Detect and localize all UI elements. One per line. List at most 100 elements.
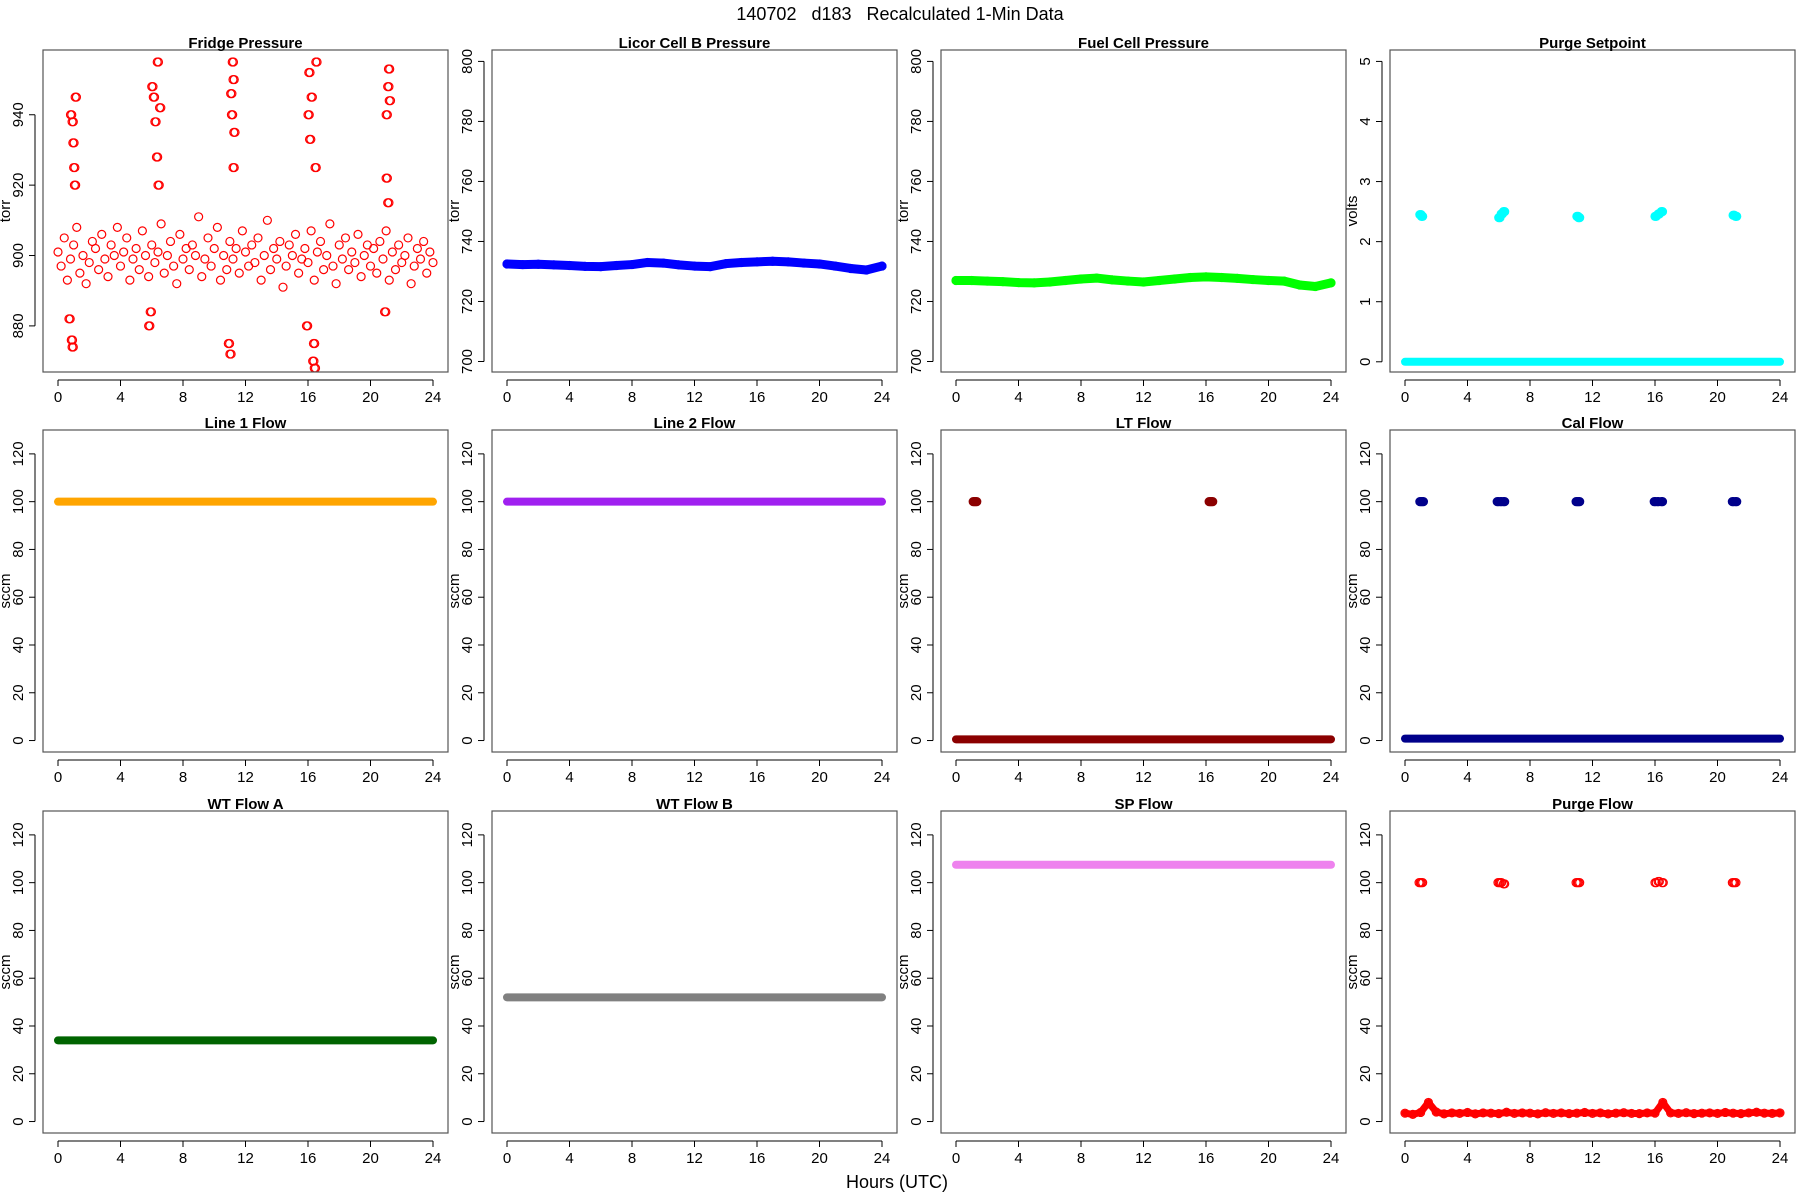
data-point bbox=[206, 261, 216, 271]
data-point bbox=[1217, 272, 1227, 283]
y-tick-label: 0 bbox=[1357, 736, 1374, 744]
panel-title: WT Flow A bbox=[207, 796, 283, 813]
data-point bbox=[325, 219, 335, 229]
data-point bbox=[68, 342, 78, 352]
data-point bbox=[310, 338, 320, 349]
y-tick-label: 120 bbox=[1357, 441, 1374, 466]
data-point bbox=[94, 264, 104, 275]
data-point bbox=[128, 254, 138, 264]
y-tick-label: 0 bbox=[10, 1117, 27, 1125]
data-point bbox=[250, 257, 260, 268]
data-point bbox=[337, 254, 347, 264]
data-point bbox=[331, 279, 341, 289]
data-point bbox=[203, 233, 213, 243]
y-tick-label: 800 bbox=[459, 49, 476, 74]
data-point bbox=[215, 275, 226, 285]
y-tick-label: 60 bbox=[459, 970, 476, 987]
data-point bbox=[877, 261, 887, 271]
plot-frame bbox=[491, 810, 898, 1134]
y-tick-label: 0 bbox=[1357, 1117, 1374, 1125]
data-point bbox=[151, 117, 161, 127]
data-point bbox=[658, 258, 668, 268]
panel-title: Cal Flow bbox=[1562, 415, 1624, 432]
data-point bbox=[240, 247, 251, 257]
data-point bbox=[67, 335, 78, 345]
data-point bbox=[406, 279, 416, 289]
y-tick-label: 80 bbox=[1357, 541, 1374, 558]
y-tick-label: 60 bbox=[1357, 589, 1374, 606]
x-tick-label: 4 bbox=[1014, 769, 1022, 786]
y-axis-label: volts bbox=[1344, 196, 1361, 227]
data-point bbox=[227, 89, 237, 99]
data-point bbox=[147, 240, 157, 250]
y-tick-label: 40 bbox=[10, 637, 27, 654]
x-tick-label: 24 bbox=[1772, 1150, 1789, 1167]
x-tick-label: 0 bbox=[54, 1150, 62, 1167]
data-point bbox=[62, 275, 72, 285]
data-point bbox=[1326, 278, 1336, 288]
data-point bbox=[972, 497, 982, 507]
data-point bbox=[312, 57, 322, 67]
y-tick-label: 80 bbox=[908, 541, 925, 558]
panel-title: Fridge Pressure bbox=[188, 35, 302, 52]
data-point bbox=[65, 314, 75, 324]
data-point bbox=[300, 243, 310, 254]
panel-title: LT Flow bbox=[1116, 415, 1172, 432]
data-point bbox=[328, 261, 338, 271]
x-tick-label: 4 bbox=[1014, 389, 1022, 406]
data-point bbox=[290, 229, 301, 240]
data-point bbox=[1107, 275, 1117, 285]
x-tick-label: 20 bbox=[362, 389, 379, 406]
data-point bbox=[306, 134, 316, 144]
panel-licor-cell-b-pressure: Licor Cell B Pressure 0 4 8 12 16 20 24 700 720 74… bbox=[446, 35, 898, 406]
data-point bbox=[106, 240, 116, 250]
data-point bbox=[1500, 207, 1510, 217]
data-point bbox=[156, 103, 166, 113]
y-tick-label: 20 bbox=[459, 1065, 476, 1082]
data-point bbox=[322, 250, 332, 261]
data-point bbox=[281, 261, 291, 271]
data-point bbox=[422, 268, 432, 278]
data-point bbox=[1248, 274, 1258, 285]
data-point bbox=[222, 264, 232, 275]
x-tick-label: 16 bbox=[1647, 1150, 1664, 1167]
data-point bbox=[109, 250, 119, 261]
x-tick-label: 24 bbox=[425, 769, 442, 786]
data-point bbox=[1418, 211, 1428, 222]
panel-title: Fuel Cell Pressure bbox=[1078, 35, 1209, 52]
data-point bbox=[580, 261, 590, 271]
y-tick-label: 100 bbox=[10, 870, 27, 895]
x-tick-label: 20 bbox=[811, 769, 828, 786]
x-tick-label: 4 bbox=[1014, 1150, 1022, 1167]
y-tick-label: 0 bbox=[10, 736, 27, 744]
data-point bbox=[846, 263, 856, 274]
data-point bbox=[169, 261, 179, 271]
data-point bbox=[1013, 277, 1024, 288]
data-point bbox=[1732, 497, 1742, 507]
data-point bbox=[265, 264, 276, 275]
data-point bbox=[153, 247, 163, 257]
x-tick-label: 4 bbox=[565, 769, 573, 786]
y-tick-label: 3 bbox=[1357, 177, 1374, 185]
data-point bbox=[1500, 879, 1510, 889]
y-tick-label: 0 bbox=[1357, 358, 1374, 366]
data-point bbox=[287, 250, 297, 261]
data-point bbox=[125, 275, 135, 285]
x-tick-label: 24 bbox=[425, 1150, 442, 1167]
y-tick-label: 740 bbox=[459, 229, 476, 254]
y-axis-label: sccm bbox=[1344, 955, 1361, 990]
x-tick-label: 24 bbox=[874, 1150, 891, 1167]
x-tick-label: 12 bbox=[686, 1150, 703, 1167]
data-point bbox=[228, 57, 239, 67]
x-tick-label: 0 bbox=[503, 769, 511, 786]
data-point bbox=[340, 233, 351, 243]
plot-area bbox=[951, 272, 1336, 292]
data-point bbox=[256, 275, 266, 285]
data-point bbox=[1045, 277, 1055, 287]
data-point bbox=[90, 243, 101, 254]
data-point bbox=[319, 264, 329, 275]
y-tick-label: 120 bbox=[908, 441, 925, 466]
y-tick-label: 20 bbox=[1357, 684, 1374, 701]
y-tick-label: 40 bbox=[908, 1018, 925, 1035]
x-tick-label: 24 bbox=[1323, 389, 1340, 406]
